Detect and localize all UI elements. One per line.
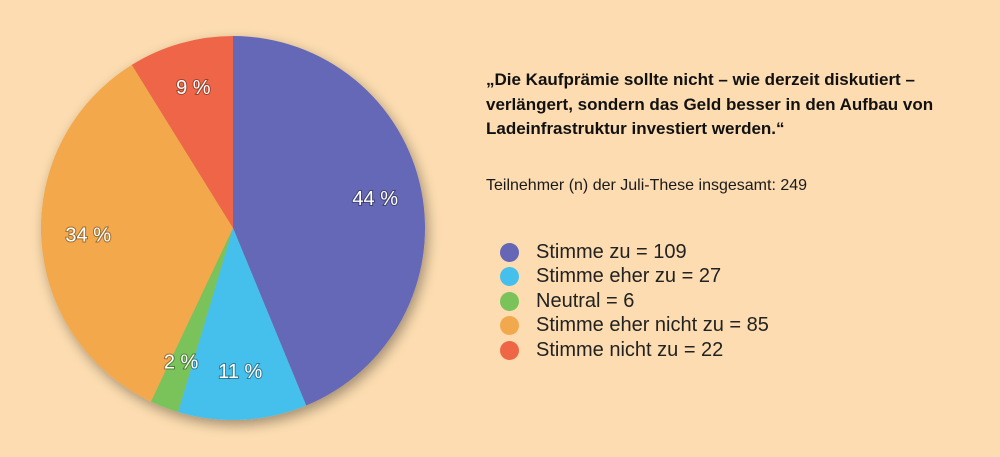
legend-label: Neutral = 6	[536, 289, 635, 312]
pie-slice-stimme-eher-zu	[178, 228, 307, 420]
legend-item-neutral: Neutral = 6	[500, 289, 769, 314]
slice-label-stimme-nicht-zu: 9 %	[176, 77, 211, 99]
legend-swatch-icon	[500, 242, 519, 262]
legend-label: Stimme eher zu = 27	[536, 265, 722, 288]
pie-chart: 44 % 11 % 2 % 34 % 9 %	[40, 36, 426, 420]
chart-legend: Stimme zu = 109 Stimme eher zu = 27 Neutra…	[500, 240, 769, 363]
legend-swatch-icon	[500, 291, 519, 311]
participants-count: Teilnehmer (n) der Juli-These insgesamt:…	[486, 177, 808, 194]
slice-label-stimme-eher-nicht-zu: 34 %	[65, 224, 111, 246]
slice-label-stimme-zu: 44 %	[352, 188, 398, 210]
slice-label-neutral: 2 %	[164, 352, 199, 374]
pie-slice-stimme-zu	[233, 36, 426, 406]
pie-slice-stimme-eher-nicht-zu	[40, 64, 233, 402]
quote-text: „Die Kaufprämie sollte nicht – wie derze…	[486, 70, 934, 138]
legend-swatch-icon	[500, 340, 519, 360]
legend-label: Stimme nicht zu = 22	[536, 338, 724, 361]
slice-label-stimme-eher-zu: 11 %	[218, 361, 262, 383]
legend-swatch-icon	[500, 267, 519, 287]
legend-swatch-icon	[500, 316, 519, 336]
pie-slice-neutral	[150, 228, 233, 412]
legend-label: Stimme zu = 109	[536, 240, 687, 263]
legend-label: Stimme eher nicht zu = 85	[536, 314, 769, 337]
legend-item-stimme-eher-zu: Stimme eher zu = 27	[500, 265, 769, 290]
legend-item-stimme-nicht-zu: Stimme nicht zu = 22	[500, 338, 769, 363]
legend-item-stimme-zu: Stimme zu = 109	[500, 240, 769, 265]
pie-slice-stimme-nicht-zu	[131, 36, 233, 228]
legend-item-stimme-eher-nicht-zu: Stimme eher nicht zu = 85	[500, 314, 769, 339]
